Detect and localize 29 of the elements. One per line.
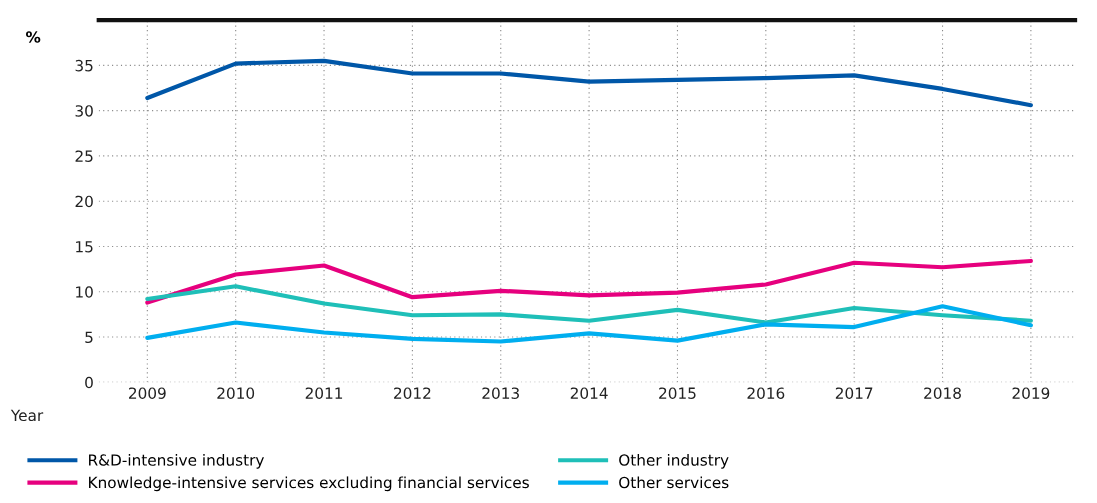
line-series <box>145 284 1033 325</box>
y-tick-label: 0 <box>85 376 93 389</box>
y-axis-title: % <box>26 31 41 43</box>
x-axis-title: Year <box>10 409 44 422</box>
legend-label: Other industry <box>619 453 729 469</box>
y-tick-label: 25 <box>75 150 93 162</box>
x-tick-label: 2019 <box>1012 387 1050 399</box>
y-tick-label: 5 <box>85 331 93 344</box>
y-tick-label: 20 <box>75 195 93 208</box>
x-tick-label: 2017 <box>835 387 873 399</box>
x-tick-label: 2014 <box>570 387 608 399</box>
legend-label: Knowledge-intensive services excluding financial services <box>89 476 529 492</box>
y-tick-label: 30 <box>75 105 93 117</box>
line-series <box>145 58 1033 108</box>
x-tick-label: 2013 <box>482 387 519 399</box>
line-series <box>145 258 1033 305</box>
y-tick-label: 35 <box>75 59 93 72</box>
line-series <box>145 304 1033 344</box>
y-tick-label: 15 <box>76 241 93 253</box>
x-tick-label: 2012 <box>394 387 431 399</box>
x-tick-label: 2018 <box>924 387 961 399</box>
x-tick-label: 2010 <box>217 387 255 399</box>
legend-label: Other services <box>619 476 729 489</box>
legend-label: R&D-intensive industry <box>89 453 264 469</box>
x-tick-label: 2011 <box>305 387 343 399</box>
y-tick-label: 10 <box>76 286 93 298</box>
x-tick-label: 2015 <box>659 387 696 399</box>
x-tick-label: 2009 <box>129 387 166 399</box>
x-tick-label: 2016 <box>747 387 785 399</box>
